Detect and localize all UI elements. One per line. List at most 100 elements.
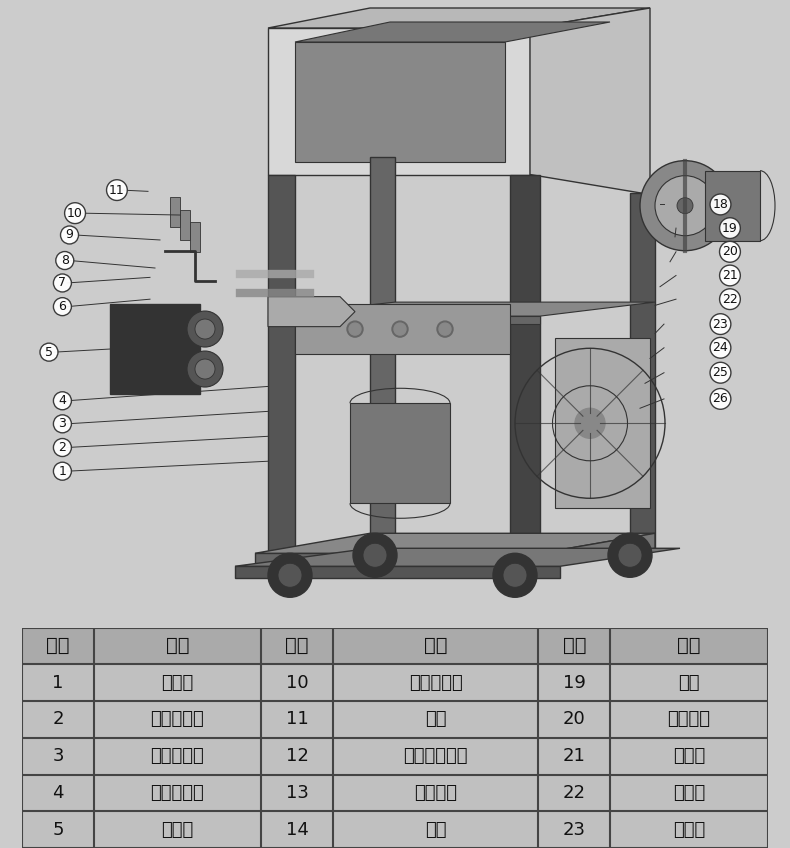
Text: 手柄固定销: 手柄固定销 [151,711,205,728]
Polygon shape [268,8,650,28]
Polygon shape [295,22,610,42]
Text: 14: 14 [285,821,308,839]
Circle shape [655,176,715,236]
Bar [94,628,261,664]
Circle shape [187,311,223,347]
Text: 9: 9 [66,228,73,242]
Text: 19: 19 [722,221,738,235]
Text: 11: 11 [286,711,308,728]
Circle shape [268,553,312,597]
Bar [22,664,94,701]
Circle shape [278,563,302,588]
Circle shape [353,533,397,577]
Circle shape [349,323,361,335]
Text: 23: 23 [713,318,728,331]
Circle shape [493,553,537,597]
Bar [261,812,333,848]
Text: 唷叭口密封圈: 唷叭口密封圈 [404,747,468,765]
Text: 6: 6 [58,300,66,313]
Bar [22,812,94,848]
Text: 蒸发器: 蒸发器 [673,747,705,765]
Polygon shape [555,338,650,508]
Polygon shape [295,42,505,162]
Bar [539,701,610,738]
Bar [539,738,610,774]
Text: 搅拌电机: 搅拌电机 [668,711,710,728]
Circle shape [503,563,527,588]
Text: 5: 5 [52,821,64,839]
Polygon shape [255,533,655,553]
Bar [94,664,261,701]
Polygon shape [255,553,540,568]
Polygon shape [268,297,355,326]
Bar [261,664,333,701]
Text: 序号: 序号 [562,636,586,656]
Bar [261,774,333,812]
Text: 19: 19 [562,673,585,692]
Circle shape [575,408,605,438]
Polygon shape [268,28,530,175]
Text: 12: 12 [285,747,308,765]
Bar [610,812,768,848]
Bar [539,812,610,848]
Text: 名称: 名称 [677,636,701,656]
Text: 操作面板: 操作面板 [414,784,457,802]
Bar [539,664,610,701]
Text: 出液阀: 出液阀 [161,821,194,839]
Text: 上固定螺母: 上固定螺母 [151,784,205,802]
Text: 1: 1 [52,673,64,692]
Text: 下固定螺母: 下固定螺母 [151,747,205,765]
Polygon shape [170,198,180,227]
Polygon shape [235,566,560,578]
Text: 22: 22 [562,784,585,802]
Text: 名称: 名称 [424,636,447,656]
Circle shape [392,321,408,338]
Text: 18: 18 [713,198,728,211]
Text: 接水盆: 接水盆 [161,673,194,692]
Circle shape [608,533,652,577]
Text: 活塞: 活塞 [425,711,446,728]
Circle shape [347,321,363,338]
Bar [610,738,768,774]
Polygon shape [295,304,510,354]
Circle shape [677,198,693,214]
Text: 8: 8 [61,254,69,267]
Circle shape [439,323,451,335]
Polygon shape [350,404,450,503]
Circle shape [363,544,387,567]
Bar [22,774,94,812]
Bar [261,628,333,664]
Polygon shape [180,210,190,240]
Text: 10: 10 [67,207,83,220]
Bar [333,812,539,848]
Text: 料缸: 料缸 [425,821,446,839]
Polygon shape [540,533,655,568]
Text: 23: 23 [562,821,585,839]
Circle shape [195,319,215,339]
Text: 24: 24 [713,341,728,354]
Polygon shape [510,175,540,568]
Circle shape [195,359,215,379]
Text: 22: 22 [722,293,738,305]
Polygon shape [630,192,655,549]
Circle shape [187,351,223,387]
Text: 21: 21 [562,747,585,765]
Circle shape [394,323,406,335]
Text: 2: 2 [52,711,64,728]
Bar [610,701,768,738]
Bar [22,738,94,774]
Text: 11: 11 [109,184,125,197]
Bar [261,701,333,738]
Bar [333,701,539,738]
Text: 名称: 名称 [166,636,190,656]
Bar [261,738,333,774]
Text: 冷凝器: 冷凝器 [673,821,705,839]
Text: 3: 3 [52,747,64,765]
Polygon shape [268,175,295,568]
Text: 5: 5 [45,346,53,359]
Bar [539,628,610,664]
Text: 26: 26 [713,393,728,405]
Text: 20: 20 [563,711,585,728]
Bar [94,701,261,738]
Text: 序号: 序号 [47,636,70,656]
